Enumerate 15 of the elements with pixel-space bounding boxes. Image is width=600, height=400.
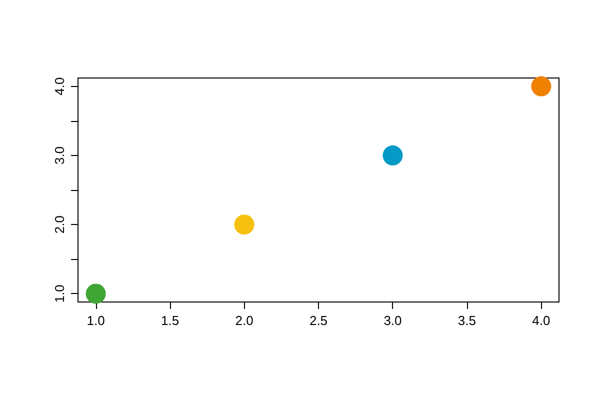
x-tick-label: 3.5 <box>458 313 476 328</box>
x-tick-label: 1.0 <box>86 313 105 328</box>
y-tick-label: 4.0 <box>52 77 67 96</box>
y-tick-label: 2.0 <box>52 216 67 234</box>
point <box>234 214 254 235</box>
x-tick-label: 1.5 <box>161 313 180 328</box>
x-tick-label: 2.0 <box>235 313 254 328</box>
x-tick-label: 2.5 <box>309 313 328 328</box>
point <box>382 145 403 166</box>
x-tick-label: 4.0 <box>532 313 550 328</box>
x-tick-label: 3.0 <box>384 313 402 328</box>
y-tick-label: 3.0 <box>52 146 67 164</box>
y-tick-label: 1.0 <box>52 284 67 303</box>
point <box>86 284 106 304</box>
point <box>531 76 552 96</box>
